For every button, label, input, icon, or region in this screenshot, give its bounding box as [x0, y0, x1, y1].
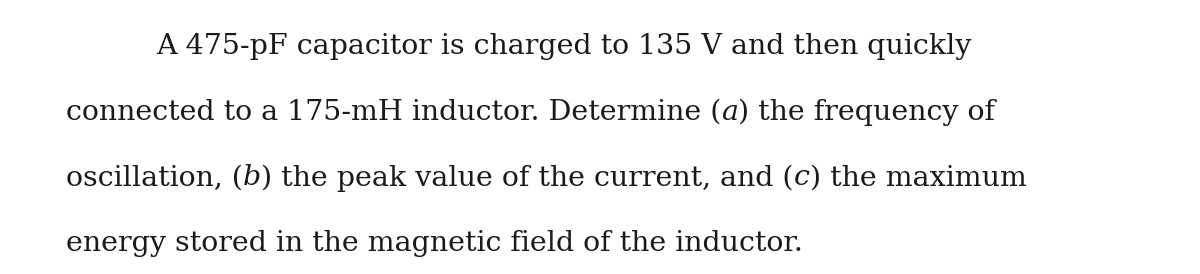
Text: c: c — [793, 164, 810, 192]
Text: connected to a 175-mH inductor. Determine (: connected to a 175-mH inductor. Determin… — [66, 99, 721, 126]
Text: energy stored in the magnetic field of the inductor.: energy stored in the magnetic field of t… — [66, 230, 803, 257]
Text: a: a — [721, 99, 738, 126]
Text: b: b — [242, 164, 262, 192]
Text: ) the peak value of the current, and (: ) the peak value of the current, and ( — [262, 164, 793, 192]
Text: ) the frequency of: ) the frequency of — [738, 99, 995, 126]
Text: ) the maximum: ) the maximum — [810, 164, 1026, 192]
Text: A 475-pF capacitor is charged to 135 V and then quickly: A 475-pF capacitor is charged to 135 V a… — [156, 33, 972, 60]
Text: oscillation, (: oscillation, ( — [66, 164, 242, 192]
